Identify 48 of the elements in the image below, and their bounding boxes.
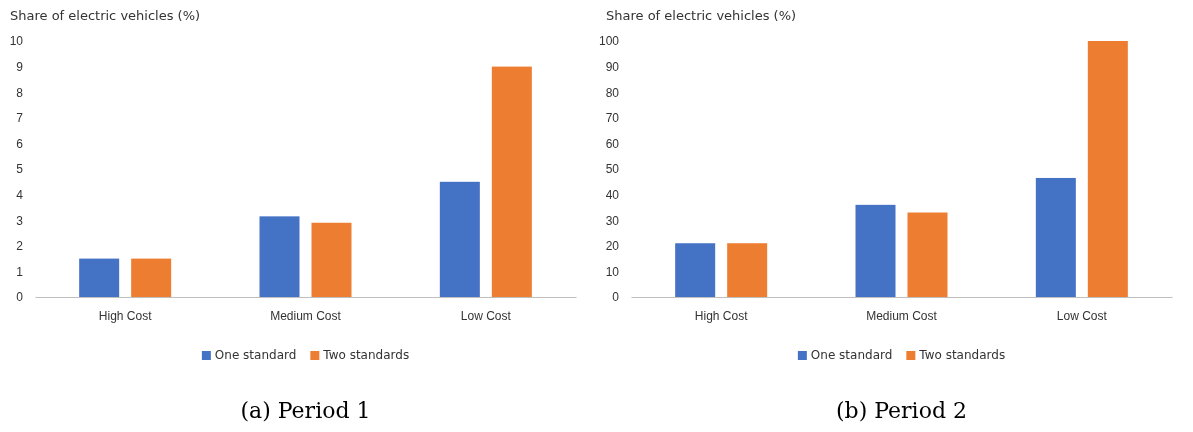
y-tick-label: 60 xyxy=(605,136,620,151)
bar xyxy=(131,258,172,297)
x-tick-label: Medium Cost xyxy=(270,308,342,323)
y-tick-label: 100 xyxy=(598,34,620,49)
bar xyxy=(907,212,948,297)
y-tick-label: 10 xyxy=(605,264,620,279)
y-tick-label: 80 xyxy=(605,85,620,100)
y-tick-label: 30 xyxy=(605,213,620,228)
bar xyxy=(855,204,896,297)
text: (a) Period 1 xyxy=(240,398,371,423)
x-tick-label: Low Cost xyxy=(460,308,512,323)
bar xyxy=(79,258,120,297)
y-tick-label: 8 xyxy=(16,85,24,100)
y-tick-label: 9 xyxy=(16,59,24,74)
y-tick-label: 20 xyxy=(605,239,620,254)
x-tick-label: Medium Cost xyxy=(866,308,938,323)
y-tick-label: 7 xyxy=(16,111,24,126)
y-tick-label: 4 xyxy=(16,187,24,202)
bar xyxy=(439,181,480,297)
legend-label: One standard xyxy=(214,348,297,362)
bar xyxy=(259,216,300,297)
bar xyxy=(675,243,716,297)
y-tick-label: 3 xyxy=(16,213,24,228)
y-tick-label: 10 xyxy=(9,34,24,49)
y-tick-label: 70 xyxy=(605,111,620,126)
y-tick-label: 0 xyxy=(612,290,620,305)
x-tick-label: Low Cost xyxy=(1056,308,1108,323)
bar xyxy=(1035,177,1076,297)
y-tick-label: 2 xyxy=(16,239,24,254)
bar xyxy=(727,243,768,297)
bar xyxy=(491,66,532,297)
y-tick-label: 1 xyxy=(16,264,24,279)
legend-label: Two standards xyxy=(918,348,1006,362)
y-tick-label: 50 xyxy=(605,162,620,177)
y-tick-label: 90 xyxy=(605,59,620,74)
y-axis-title: Share of electric vehicles (%) xyxy=(10,8,201,23)
text: (b) Period 2 xyxy=(836,398,967,423)
x-tick-label: High Cost xyxy=(98,308,153,323)
y-tick-label: 40 xyxy=(605,187,620,202)
bar xyxy=(1087,41,1128,297)
y-tick-label: 5 xyxy=(16,162,24,177)
y-tick-label: 0 xyxy=(16,290,24,305)
bar xyxy=(311,222,352,297)
legend-label: One standard xyxy=(810,348,893,362)
y-tick-label: 6 xyxy=(16,136,24,151)
x-tick-label: High Cost xyxy=(694,308,749,323)
y-axis-title: Share of electric vehicles (%) xyxy=(606,8,797,23)
legend-label: Two standards xyxy=(322,348,410,362)
